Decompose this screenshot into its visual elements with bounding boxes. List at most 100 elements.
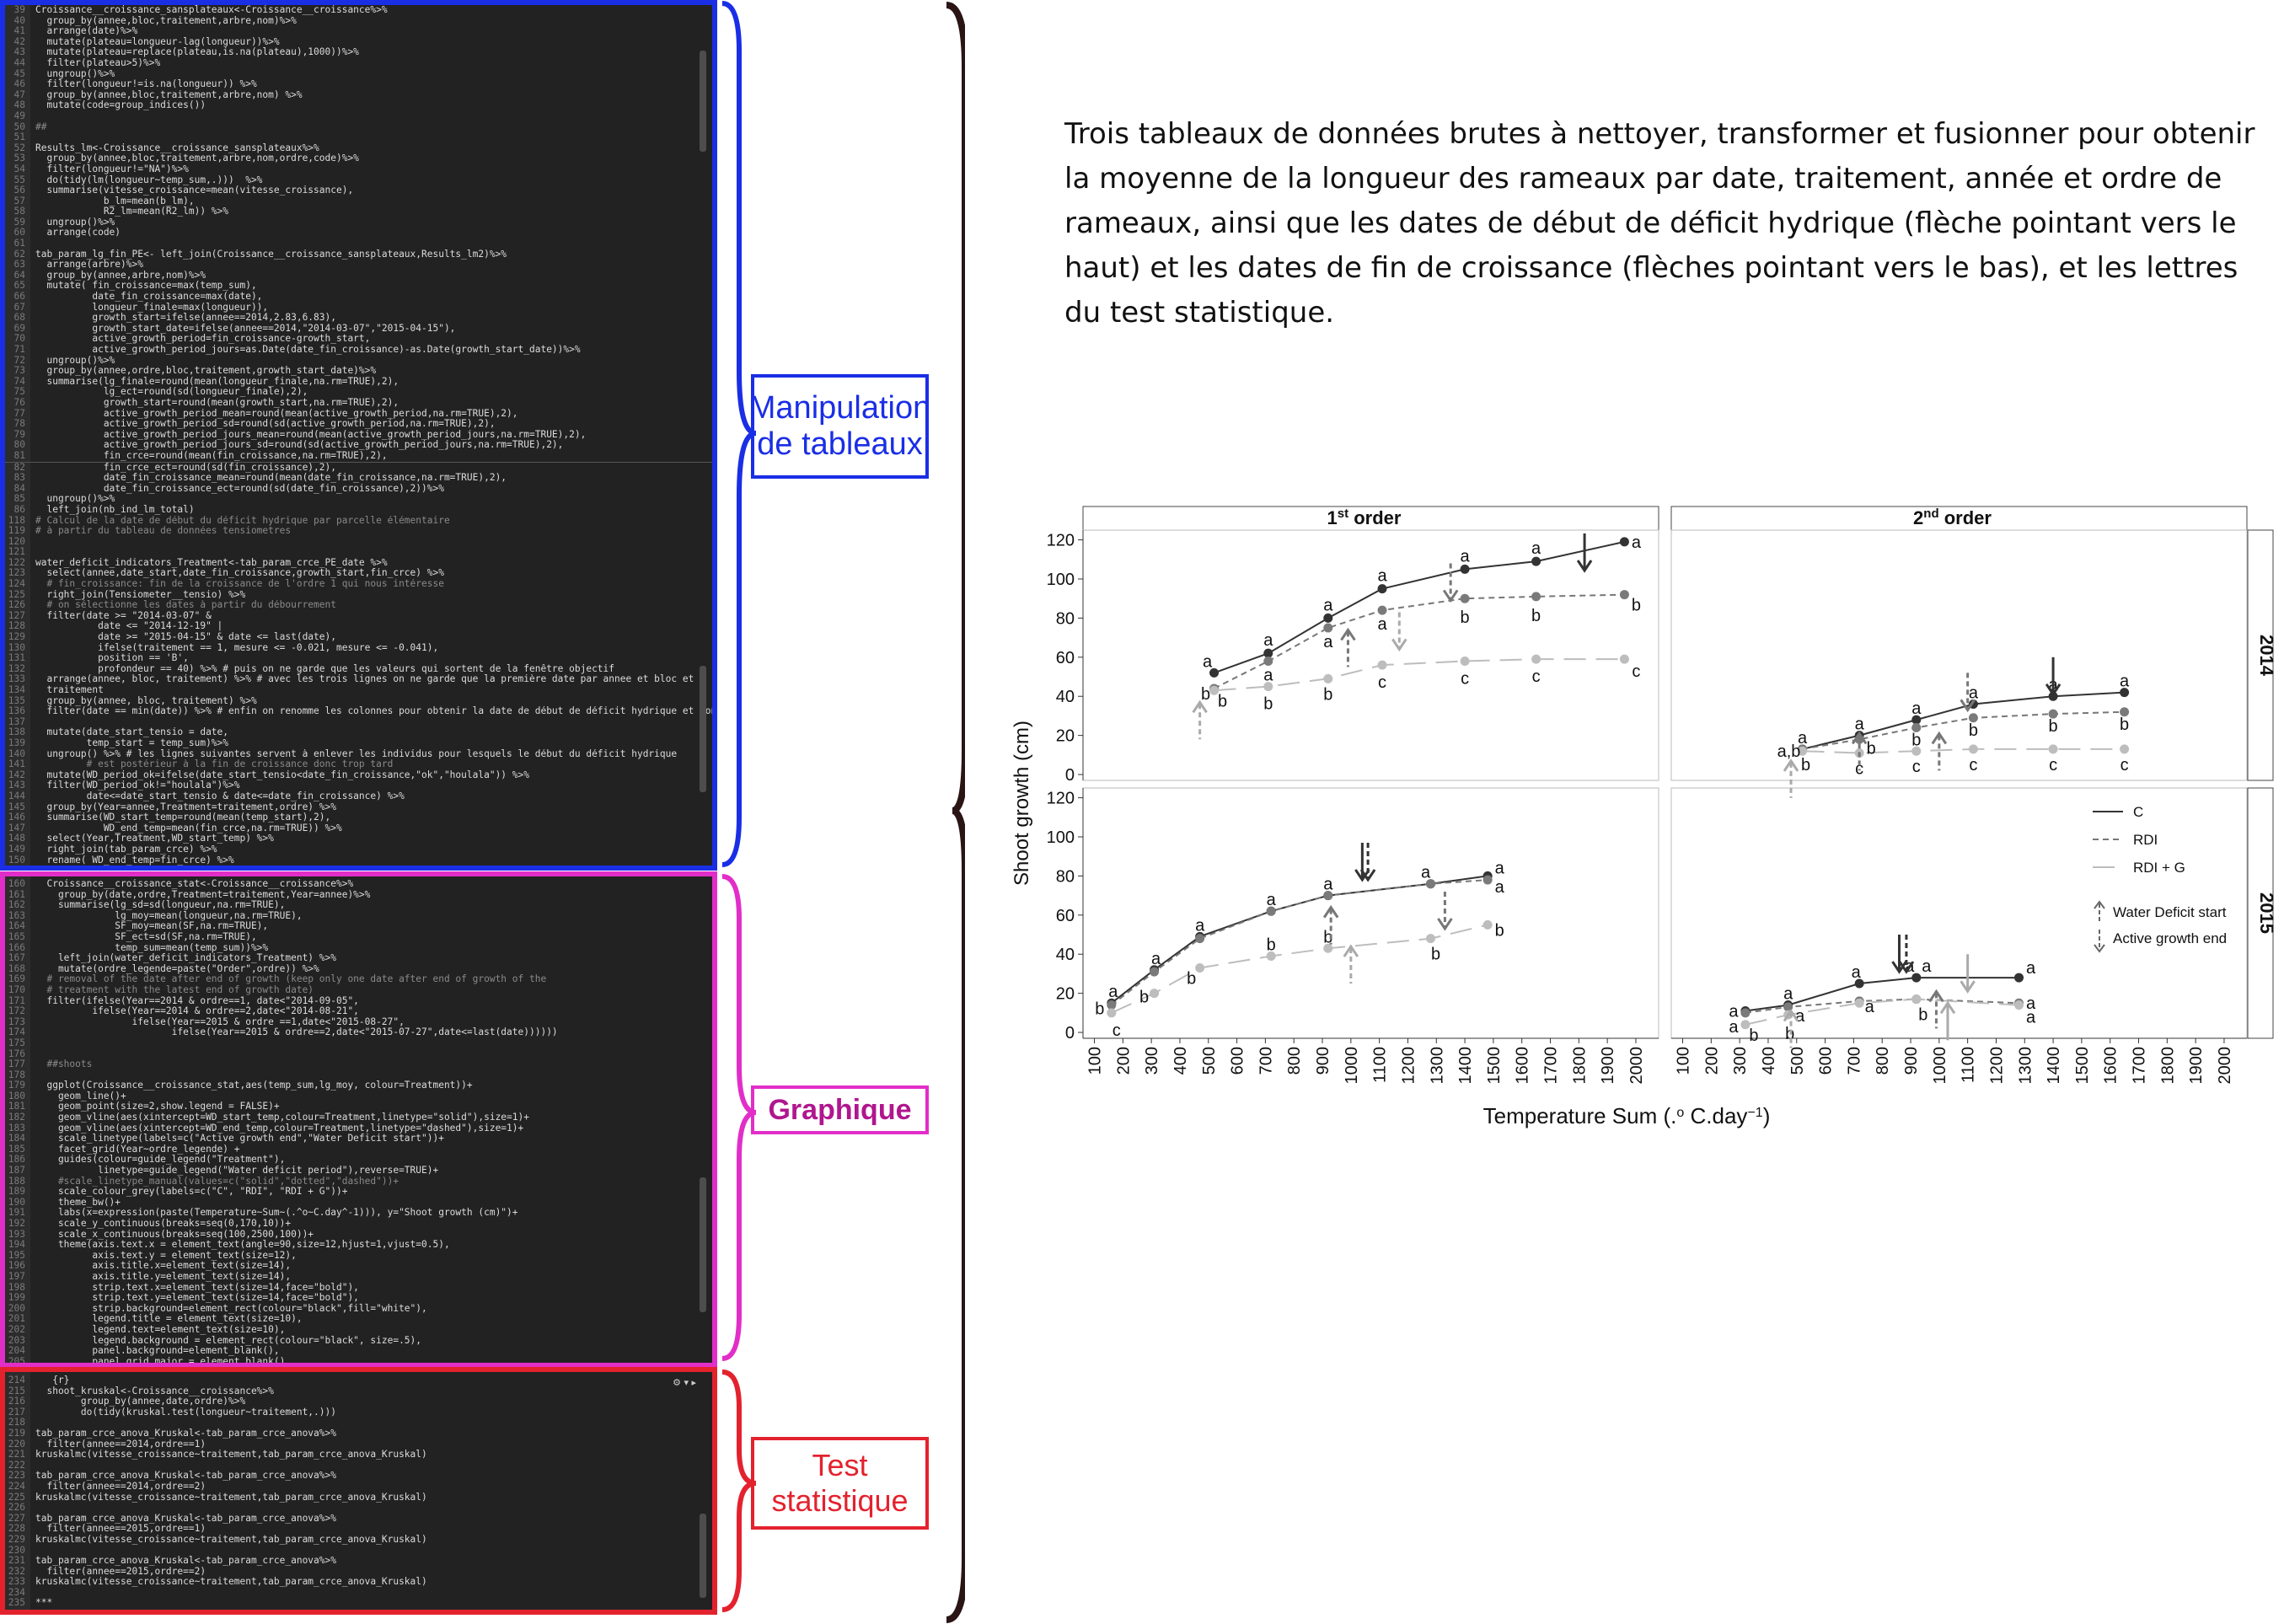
code-line[interactable]: 86 left_join(nb_ind_lm_total) [0,505,713,516]
code-line[interactable]: 185 facet_grid(Year~ordre_legende) + [0,1144,713,1155]
code-line[interactable]: 232 filter(annee==2015,ordre==2) [0,1567,713,1578]
code-line[interactable]: 126 # on sélectionne les dates à partir … [0,600,713,611]
code-line[interactable]: 84 date_fin_croissance_ect=round(sd(date… [0,484,713,495]
code-line[interactable]: 79 active_growth_period_jours_mean=round… [0,430,713,441]
code-line[interactable]: 165 SF_ect=sd(SF,na.rm=TRUE), [0,932,713,943]
code-line[interactable]: 199 strip.text.y=element_text(size=14,fa… [0,1293,713,1304]
code-line[interactable]: 215 shoot_kruskal<-Croissance__croissanc… [0,1386,713,1397]
code-line[interactable]: 193 scale_x_continuous(breaks=seq(100,25… [0,1230,713,1241]
code-line[interactable]: 186 guides(colour=guide_legend("Treatmen… [0,1155,713,1166]
code-line[interactable]: 219 tab_param_crce_anova_Kruskal<-tab_par… [0,1428,713,1439]
code-line[interactable]: 220 filter(annee==2014,ordre==1) [0,1439,713,1450]
code-line[interactable]: 65 mutate( fin_croissance=max(temp_sum), [0,281,713,292]
code-line[interactable]: 200 strip.background=element_rect(colour… [0,1304,713,1315]
code-line[interactable]: 148 select(Year,Treatment,WD_start_temp)… [0,833,713,844]
scrollbar[interactable] [700,51,706,152]
code-line[interactable]: 53 group_by(annee,bloc,traitement,arbre,… [0,153,713,164]
code-line[interactable]: 48 mutate(code=group_indices()) [0,100,713,111]
code-line[interactable]: 136 filter(date == min(date)) %>% # enfi… [0,706,713,717]
code-line[interactable]: 75 lg_ect=round(sd(longueur_finale),2), [0,387,713,398]
code-line[interactable]: 195 axis.text.y = element_text(size=12), [0,1251,713,1262]
chunk-options-icon[interactable]: ⚙ ▾ ▸ [673,1377,696,1388]
code-line[interactable]: 201 legend.title = element_text(size=10)… [0,1314,713,1325]
code-line[interactable]: 190 theme_bw()+ [0,1198,713,1209]
code-line[interactable]: 57 b_lm=mean(b_lm), [0,196,713,207]
code-line[interactable]: 217 do(tidy(kruskal.test(longueur~traite… [0,1407,713,1418]
code-line[interactable]: 123 select(annee,date_start,date_fin_cro… [0,568,713,579]
code-line[interactable]: 173 ifelse(Year==2015 & ordre ==1,date<"… [0,1017,713,1028]
code-line[interactable]: 81 fin_crce=round(mean(fin_croissance,na… [0,451,713,462]
code-line[interactable]: 149 right_join(tab_param_crce) %>% [0,844,713,855]
code-line[interactable]: 141 # est postérieur à la fin de croissa… [0,759,713,770]
code-line[interactable]: 221 kruskalmc(vitesse_croissance~traiteme… [0,1450,713,1461]
code-line[interactable]: 227 tab_param_crce_anova_Kruskal<-tab_par… [0,1514,713,1525]
code-line[interactable]: 179 ggplot(Croissance__croissance_stat,a… [0,1080,713,1091]
code-line[interactable]: 181 geom_point(size=2,show.legend = FALS… [0,1101,713,1112]
scrollbar[interactable] [700,1177,706,1312]
code-line[interactable]: 58 R2_lm=mean(R2_lm)) %>% [0,206,713,217]
code-line[interactable]: 214 {r} [0,1375,713,1386]
code-line[interactable]: 51 [0,132,713,143]
code-line[interactable]: 184 scale_linetype(labels=c("Active grow… [0,1134,713,1144]
code-line[interactable]: 150 rename( WD_end_temp=fin_crce) %>% [0,855,713,866]
code-line[interactable]: 131 position == 'B', [0,653,713,664]
code-line[interactable]: 50 ## [0,122,713,133]
code-line[interactable]: 64 group_by(annee,arbre,nom)%>% [0,271,713,281]
code-line[interactable]: 146 summarise(WD_start_temp=round(mean(t… [0,812,713,823]
code-line[interactable]: 143 filter(WD_period_ok!="houlala")%>% [0,780,713,791]
code-line[interactable]: 205 panel.grid.major = element_blank(), [0,1357,713,1365]
code-line[interactable]: 234 [0,1588,713,1599]
code-line[interactable]: 52 Results_lm<-Croissance__croissance_san… [0,143,713,154]
code-line[interactable]: 76 growth_start=round(mean(growth_start,… [0,398,713,409]
code-line[interactable]: 224 filter(annee==2014,ordre==2) [0,1482,713,1493]
code-line[interactable]: 168 mutate(ordre_legende=paste("Order",o… [0,964,713,975]
code-line[interactable]: 194 theme(axis.text.x = element_text(ang… [0,1240,713,1251]
code-line[interactable]: 171 filter(ifelse(Year==2014 & ordre==1,… [0,996,713,1007]
code-line[interactable]: 46 filter(longueur!=is.na(longueur)) %>% [0,79,713,90]
code-line[interactable]: 172 ifelse(Year==2014 & ordre==2,date<"2… [0,1006,713,1017]
code-line[interactable]: 70 active_growth_period=fin_croissance-g… [0,334,713,345]
code-line[interactable]: 192 scale_y_continuous(breaks=seq(0,170,… [0,1219,713,1230]
code-line[interactable]: 191 labs(x=expression(paste(Temperature~… [0,1208,713,1219]
code-line[interactable]: 144 date<=date_start_tensio & date<=date… [0,791,713,802]
code-line[interactable]: 56 summarise(vitesse_croissance=mean(vit… [0,185,713,196]
code-line[interactable]: 133 arrange(annee, bloc, traitement) %>%… [0,674,713,685]
code-line[interactable]: 118 # Calcul de la date de début du défic… [0,516,713,527]
code-line[interactable]: 139 temp_start = temp_sum)%>% [0,738,713,749]
code-line[interactable]: 39 Croissance__croissance_sansplateaux<-C… [0,5,713,16]
code-line[interactable]: 69 growth_start_date=ifelse(annee==2014,… [0,324,713,335]
code-line[interactable]: 55 do(tidy(lm(longueur~temp_sum,.))) %>% [0,175,713,186]
code-line[interactable]: 72 ungroup()%>% [0,356,713,367]
code-line[interactable]: 216 group_by(annee,date,ordre)%>% [0,1396,713,1407]
code-line[interactable]: 169 # removal of the date after end of g… [0,974,713,985]
code-line[interactable]: 231 tab_param_crce_anova_Kruskal<-tab_par… [0,1556,713,1567]
code-line[interactable]: 73 group_by(annee,ordre,bloc,traitement,… [0,366,713,377]
code-line[interactable]: 68 growth_start=ifelse(annee==2014,2.83,… [0,313,713,324]
code-line[interactable]: 229 kruskalmc(vitesse_croissance~traiteme… [0,1535,713,1546]
code-line[interactable]: 183 geom_vline(aes(xintercept=WD_end_tem… [0,1123,713,1134]
code-line[interactable]: 134 traitement [0,685,713,696]
code-line[interactable]: 42 mutate(plateau=longueur-lag(longueur)… [0,37,713,48]
code-line[interactable]: 189 scale_colour_grey(labels=c("C", "RDI… [0,1187,713,1198]
scrollbar[interactable] [700,1514,706,1598]
code-line[interactable]: 44 filter(plateau>5)%>% [0,58,713,69]
code-line[interactable]: 121 [0,547,713,558]
code-line[interactable]: 167 left_join(water_deficit_indicators_T… [0,953,713,964]
code-line[interactable]: 45 ungroup()%>% [0,69,713,80]
code-line[interactable]: 180 geom_line()+ [0,1091,713,1102]
code-line[interactable]: 187 linetype=guide_legend("Water deficit… [0,1166,713,1176]
code-line[interactable]: 125 right_join(Tensiometer__tensio) %>% [0,590,713,601]
code-line[interactable]: 161 group_by(date,ordre,Treatment=traite… [0,890,713,901]
code-line[interactable]: 164 SF_moy=mean(SF,na.rm=TRUE), [0,921,713,932]
code-line[interactable]: 59 ungroup()%>% [0,217,713,228]
code-line[interactable]: 147 WD_end_temp=mean(fin_crce,na.rm=TRUE… [0,823,713,834]
code-line[interactable]: 47 group_by(annee,bloc,traitement,arbre,… [0,90,713,101]
code-line[interactable]: 135 group_by(annee, bloc, traitement) %>… [0,696,713,707]
code-line[interactable]: 178 [0,1070,713,1081]
code-line[interactable]: 122 water_deficit_indicators_Treatment<-t… [0,558,713,569]
code-line[interactable]: 176 [0,1049,713,1060]
code-line[interactable]: 127 filter(date >= "2014-03-07" & [0,611,713,622]
code-line[interactable]: 137 [0,717,713,728]
code-line[interactable]: 49 [0,111,713,122]
code-line[interactable]: 198 strip.text.x=element_text(size=14,fa… [0,1283,713,1294]
